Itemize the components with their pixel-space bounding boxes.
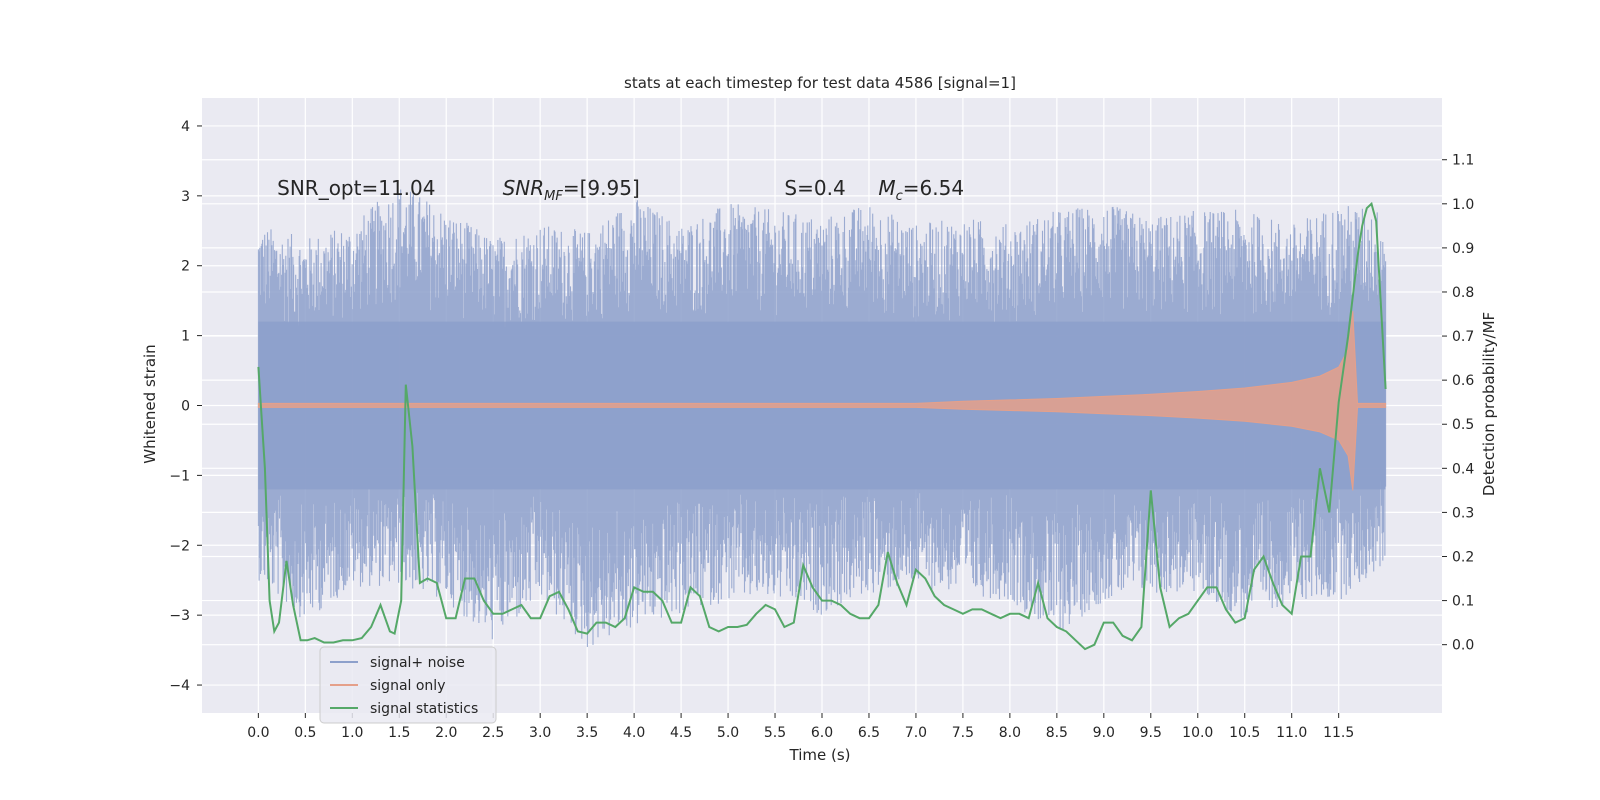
x-tick-label: 7.0 — [905, 725, 927, 741]
y-tick-label: −3 — [169, 608, 190, 624]
x-tick-label: 11.5 — [1323, 725, 1354, 741]
x-tick-label: 0.5 — [294, 725, 316, 741]
statistics-line — [257, 201, 1387, 651]
annotation-0: SNR_opt=11.04 — [277, 176, 435, 200]
x-tick-label: 9.5 — [1140, 725, 1162, 741]
annotation-2: S=0.4 — [784, 176, 845, 200]
x-tick-label: 7.5 — [952, 725, 974, 741]
x-tick-label: 9.0 — [1093, 725, 1115, 741]
x-tick-label: 6.5 — [858, 725, 880, 741]
y-tick-label: −1 — [169, 468, 190, 484]
y2-tick-label: 0.7 — [1452, 329, 1474, 345]
y2-tick-label: 0.1 — [1452, 594, 1474, 610]
annotations: SNR_opt=11.04 SNRMF=[9.95] S=0.4 Mc=6.54 — [277, 176, 964, 204]
x-axis-label: Time (s) — [789, 746, 851, 764]
signal-envelope — [257, 311, 1387, 491]
y-tick-label: 2 — [181, 259, 190, 275]
legend-label-signal-noise: signal+ noise — [370, 655, 465, 671]
chart-title: stats at each timestep for test data 458… — [624, 74, 1016, 92]
x-tick-label: 5.5 — [764, 725, 786, 741]
x-tick-label: 2.5 — [482, 725, 504, 741]
x-tick-label: 1.5 — [388, 725, 410, 741]
series-signal-statistics — [257, 201, 1387, 651]
y-tick-label: −4 — [169, 678, 190, 694]
y-tick-label: 1 — [181, 329, 190, 345]
legend-label-signal-only: signal only — [370, 678, 445, 694]
x-tick-label: 6.0 — [811, 725, 833, 741]
annotation-3: Mc=6.54 — [878, 176, 964, 204]
legend: signal+ noise signal only signal statist… — [319, 646, 497, 724]
y2-tick-label: 0.6 — [1452, 373, 1474, 389]
x-tick-label: 2.0 — [435, 725, 457, 741]
y2-tick-label: 0.5 — [1452, 417, 1474, 433]
y-axis-ticks: −4 −3 −2 −1 0 1 2 3 4 — [169, 119, 202, 694]
y2-tick-label: 1.0 — [1452, 197, 1474, 213]
x-tick-label: 10.0 — [1182, 725, 1213, 741]
y2-tick-label: 0.3 — [1452, 505, 1474, 521]
x-tick-label: 4.5 — [670, 725, 692, 741]
y2-tick-label: 0.8 — [1452, 285, 1474, 301]
x-tick-label: 3.5 — [576, 725, 598, 741]
x-axis-ticks: 0.0 0.5 1.0 1.5 2.0 2.5 3.0 3.5 4.0 4.5 5.0 5.5 6.0 6… — [247, 713, 1354, 741]
x-tick-label: 10.5 — [1229, 725, 1260, 741]
y2-tick-label: 0.2 — [1452, 549, 1474, 565]
y2-tick-label: 0.0 — [1452, 638, 1474, 654]
y-tick-label: 4 — [181, 119, 190, 135]
x-tick-label: 11.0 — [1276, 725, 1307, 741]
x-tick-label: 1.0 — [341, 725, 363, 741]
y-tick-label: 3 — [181, 189, 190, 205]
x-tick-label: 5.0 — [717, 725, 739, 741]
x-tick-label: 3.0 — [529, 725, 551, 741]
y2-tick-label: 0.4 — [1452, 461, 1474, 477]
y2-tick-label: 1.1 — [1452, 153, 1474, 169]
y2-tick-label: 0.9 — [1452, 241, 1474, 257]
x-tick-label: 8.5 — [1046, 725, 1068, 741]
x-tick-label: 4.0 — [623, 725, 645, 741]
legend-label-signal-statistics: signal statistics — [370, 701, 478, 717]
y-axis-label: Whitened strain — [141, 344, 159, 463]
y2-axis-ticks: 0.0 0.1 0.2 0.3 0.4 0.5 0.6 0.7 0.8 0.9 1.0 1.1 — [1442, 153, 1474, 654]
annotation-1: SNRMF=[9.95] — [503, 176, 640, 204]
y-tick-label: 0 — [181, 399, 190, 415]
x-tick-label: 8.0 — [999, 725, 1021, 741]
y2-axis-label: Detection probability/MF — [1480, 312, 1498, 496]
series-signal-only — [257, 311, 1387, 491]
y-tick-label: −2 — [169, 538, 190, 554]
x-tick-label: 0.0 — [247, 725, 269, 741]
legend-box — [319, 646, 497, 724]
